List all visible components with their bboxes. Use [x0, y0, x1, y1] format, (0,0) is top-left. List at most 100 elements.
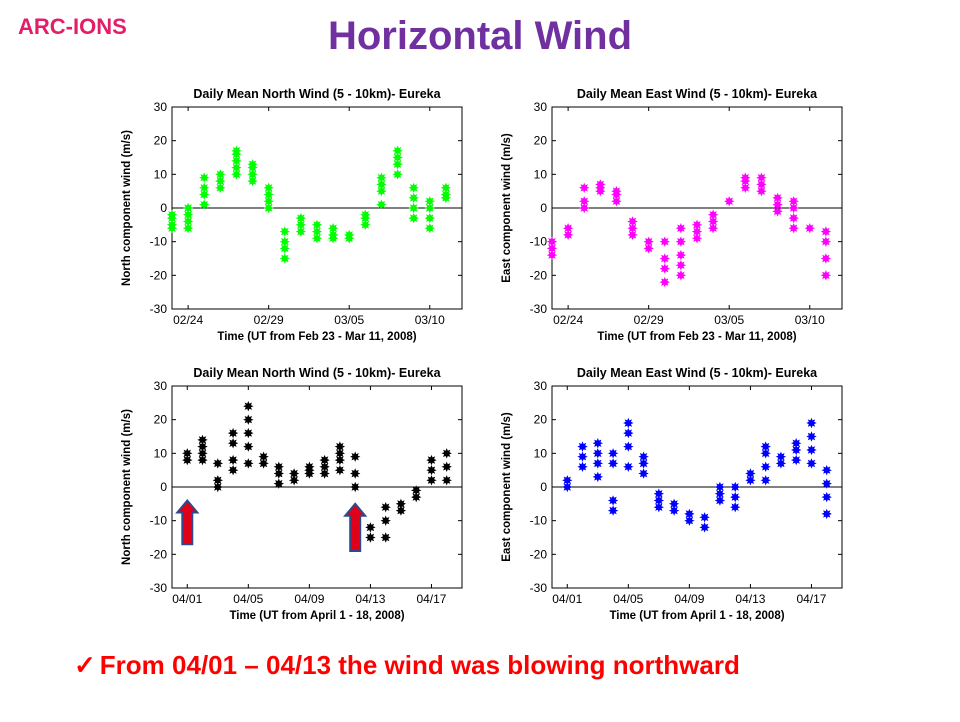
data-point — [344, 229, 355, 241]
north-wind-april-chart: Daily Mean North Wind (5 - 10km)- Eureka… — [121, 366, 463, 622]
data-point — [424, 196, 435, 207]
data-point — [288, 468, 300, 479]
data-point — [392, 152, 403, 163]
data-point — [627, 223, 638, 234]
data-point — [643, 243, 654, 254]
data-point — [775, 451, 787, 462]
data-point — [804, 223, 815, 234]
chart-title: Daily Mean North Wind (5 - 10km)- Eureka — [193, 366, 441, 380]
data-point — [166, 219, 178, 230]
data-point — [424, 223, 435, 234]
x-tick-label: 03/05 — [334, 313, 364, 327]
data-point — [395, 505, 407, 516]
data-point — [684, 508, 695, 520]
data-point — [577, 461, 588, 472]
data-point — [197, 454, 208, 466]
data-point — [263, 196, 274, 207]
data-point — [441, 461, 452, 472]
data-point — [592, 471, 603, 483]
data-point — [791, 438, 802, 449]
data-point — [699, 522, 710, 533]
data-point — [273, 461, 284, 472]
chart-title: Daily Mean North Wind (5 - 10km)- Eureka — [193, 87, 441, 101]
data-point — [623, 441, 634, 452]
y-tick-label: 20 — [534, 134, 548, 148]
data-point — [627, 229, 638, 241]
data-point — [408, 192, 419, 204]
y-tick-label: -20 — [530, 547, 548, 561]
data-point — [806, 458, 817, 469]
data-point — [334, 448, 346, 459]
x-tick-label: 04/01 — [552, 592, 582, 606]
x-tick-label: 03/10 — [415, 313, 445, 327]
data-point — [714, 495, 726, 506]
data-point — [311, 219, 323, 230]
data-point — [756, 186, 767, 197]
x-tick-label: 04/01 — [172, 592, 202, 606]
data-point — [740, 172, 751, 183]
data-point — [562, 475, 573, 486]
data-point — [623, 427, 634, 439]
data-point — [675, 260, 687, 271]
corner-label: ARC-IONS — [18, 14, 127, 39]
data-point — [821, 491, 832, 503]
y-tick-label: -30 — [150, 581, 168, 595]
data-point — [440, 189, 452, 200]
y-axis-label: North component wind (m/s) — [121, 409, 133, 565]
data-point — [247, 169, 258, 180]
data-point — [392, 169, 403, 180]
data-point — [327, 223, 339, 234]
data-point — [263, 182, 274, 193]
data-point — [788, 196, 799, 207]
y-tick-label: -10 — [530, 514, 548, 528]
up-arrow-icon — [175, 498, 200, 546]
data-point — [426, 475, 437, 486]
y-tick-label: -20 — [150, 268, 168, 282]
data-point — [788, 202, 799, 214]
data-point — [653, 488, 664, 499]
data-point — [820, 270, 832, 281]
data-point — [699, 512, 710, 523]
data-point — [806, 417, 817, 429]
data-point — [668, 505, 680, 516]
data-point — [595, 179, 606, 190]
data-point — [659, 276, 670, 288]
data-point — [243, 441, 254, 452]
data-point — [311, 226, 323, 237]
data-point — [707, 209, 719, 220]
data-point — [365, 532, 376, 543]
data-point — [675, 249, 687, 261]
data-point — [279, 236, 290, 247]
data-point — [273, 468, 284, 479]
data-point — [653, 495, 664, 506]
east-wind-april-chart: Daily Mean East Wind (5 - 10km)- Eureka -… — [501, 366, 843, 622]
data-point — [592, 438, 603, 449]
data-point — [231, 155, 242, 167]
data-point — [745, 475, 756, 486]
checkmark-icon: ✓ — [74, 650, 96, 680]
data-point — [441, 448, 452, 459]
data-point — [334, 465, 346, 476]
data-point — [579, 182, 590, 193]
data-point — [775, 458, 787, 469]
data-point — [182, 448, 193, 459]
data-point — [684, 515, 695, 526]
y-tick-label: 0 — [540, 480, 547, 494]
data-point — [319, 468, 330, 479]
y-tick-label: 10 — [534, 167, 548, 181]
data-point — [295, 212, 307, 224]
data-point — [212, 458, 223, 469]
data-point — [760, 448, 771, 459]
data-point — [806, 431, 817, 442]
x-axis-label: Time (UT from Feb 23 - Mar 11, 2008) — [217, 331, 416, 343]
data-point — [577, 441, 588, 452]
data-point — [579, 196, 590, 207]
data-point — [623, 461, 634, 472]
data-point — [380, 502, 391, 513]
data-point — [243, 427, 254, 439]
x-tick-label: 03/05 — [714, 313, 744, 327]
chart-title: Daily Mean East Wind (5 - 10km)- Eureka — [577, 87, 818, 101]
east-wind-feb-mar-chart: Daily Mean East Wind (5 - 10km)- Eureka -… — [501, 87, 843, 343]
data-point — [243, 414, 254, 425]
data-point — [546, 249, 558, 261]
